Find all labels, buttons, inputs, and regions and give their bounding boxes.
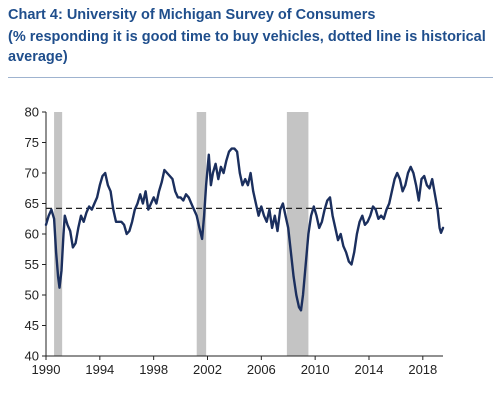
y-tick-label-75: 75: [25, 135, 39, 150]
y-tick-label-70: 70: [25, 166, 39, 181]
axes-group: [42, 111, 443, 360]
y-tick-label-50: 50: [25, 288, 39, 303]
series-group: [44, 147, 445, 312]
x-tick-label-1998: 1998: [139, 362, 168, 377]
y-tick-label-45: 45: [25, 318, 39, 333]
y-tick-label-55: 55: [25, 257, 39, 272]
chart-title: Chart 4: University of Michigan Survey o…: [8, 7, 376, 23]
x-tick-label-2006: 2006: [247, 362, 276, 377]
x-tick-label-2014: 2014: [355, 362, 384, 377]
title-divider: [8, 77, 493, 78]
x-tick-label-2002: 2002: [193, 362, 222, 377]
recession-shading-group: [54, 112, 309, 356]
x-tick-label-2018: 2018: [408, 362, 437, 377]
shaded-period-3: [286, 112, 309, 356]
y-tick-label-40: 40: [25, 349, 39, 364]
y-tick-label-65: 65: [25, 196, 39, 211]
shaded-period-1: [54, 112, 63, 356]
x-tick-label-1990: 1990: [32, 362, 61, 377]
y-tick-label-60: 60: [25, 227, 39, 242]
title-block: Chart 4: University of Michigan Survey o…: [8, 5, 493, 67]
x-tick-label-2010: 2010: [301, 362, 330, 377]
y-tick-label-80: 80: [25, 105, 39, 120]
x-tick-label-1994: 1994: [85, 362, 114, 377]
series-line-1: [44, 147, 445, 312]
chart-subtitle: (% responding it is good time to buy veh…: [8, 29, 486, 65]
tick-labels-group: 40 45 50 55 60 65 70 75 80 1990 1994 1998 2002 2006 20…: [25, 105, 438, 378]
